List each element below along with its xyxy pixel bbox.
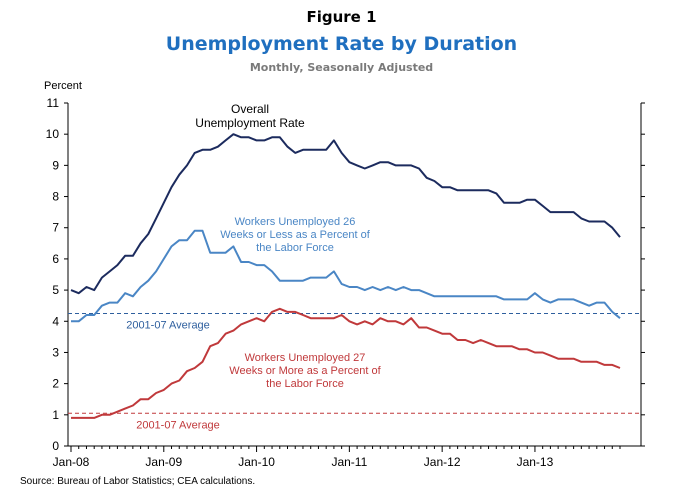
y-tick-label-1: 1 xyxy=(52,408,59,422)
series-label-line: Weeks or Less as a Percent of xyxy=(220,229,371,241)
reference-lines: 2001-07 Average 2001-07 Average xyxy=(68,312,641,431)
series-line-0 xyxy=(70,133,621,295)
x-tick-label-3: Jan-11 xyxy=(331,455,367,469)
x-tick-label-4: Jan-12 xyxy=(424,455,461,469)
y-tick-label-10: 10 xyxy=(46,127,60,141)
x-tick-label-0: Jan-08 xyxy=(53,455,90,469)
series-label-line: Workers Unemployed 26 xyxy=(235,216,356,228)
series-label-2: Workers Unemployed 27 Weeks or More as a … xyxy=(229,352,381,390)
series-labels: Overall Unemployment Rate Workers Unemploy… xyxy=(195,102,381,390)
y-tick-label-0: 0 xyxy=(52,439,59,453)
figure-label: Figure 1 xyxy=(306,8,377,26)
y-tick-label-9: 9 xyxy=(52,158,59,172)
y-tick-label-3: 3 xyxy=(52,345,59,359)
y-tick-label-11: 11 xyxy=(47,96,60,110)
y-tick-label-5: 5 xyxy=(52,283,59,297)
series-line-2 xyxy=(71,307,621,419)
y-tick-label-2: 2 xyxy=(52,377,59,391)
reference-label-0: 2001-07 Average xyxy=(126,319,210,331)
reference-label-1: 2001-07 Average xyxy=(136,419,220,431)
series-label-line: the Labor Force xyxy=(266,378,344,390)
axes: 0 1 2 3 4 5 6 7 8 9 10 11 Jan-08 Jan-09 Jan-10 Jan-11 Ja… xyxy=(46,96,645,469)
y-tick-label-7: 7 xyxy=(52,221,59,235)
y-tick-label-8: 8 xyxy=(52,190,59,204)
series-label-1: Workers Unemployed 26 Weeks or Less as a … xyxy=(220,216,371,254)
series-lines xyxy=(70,133,621,419)
y-tick-label-4: 4 xyxy=(52,314,59,328)
series-label-line: the Labor Force xyxy=(256,242,334,254)
series-line-1 xyxy=(71,229,621,323)
series-label-line: Unemployment Rate xyxy=(195,116,305,130)
x-tick-label-1: Jan-09 xyxy=(145,455,182,469)
series-label-line: Overall xyxy=(231,102,269,116)
source-note: Source: Bureau of Labor Statistics; CEA … xyxy=(20,476,256,487)
chart-title: Unemployment Rate by Duration xyxy=(165,33,518,55)
x-tick-label-2: Jan-10 xyxy=(238,455,275,469)
chart-subtitle: Monthly, Seasonally Adjusted xyxy=(249,61,434,74)
series-label-line: Weeks or More as a Percent of xyxy=(229,365,381,377)
x-tick-label-5: Jan-13 xyxy=(517,455,554,469)
series-label-line: Workers Unemployed 27 xyxy=(245,352,366,364)
y-tick-label-6: 6 xyxy=(52,252,59,266)
series-label-0: Overall Unemployment Rate xyxy=(195,102,305,130)
y-axis-label: Percent xyxy=(44,80,82,92)
